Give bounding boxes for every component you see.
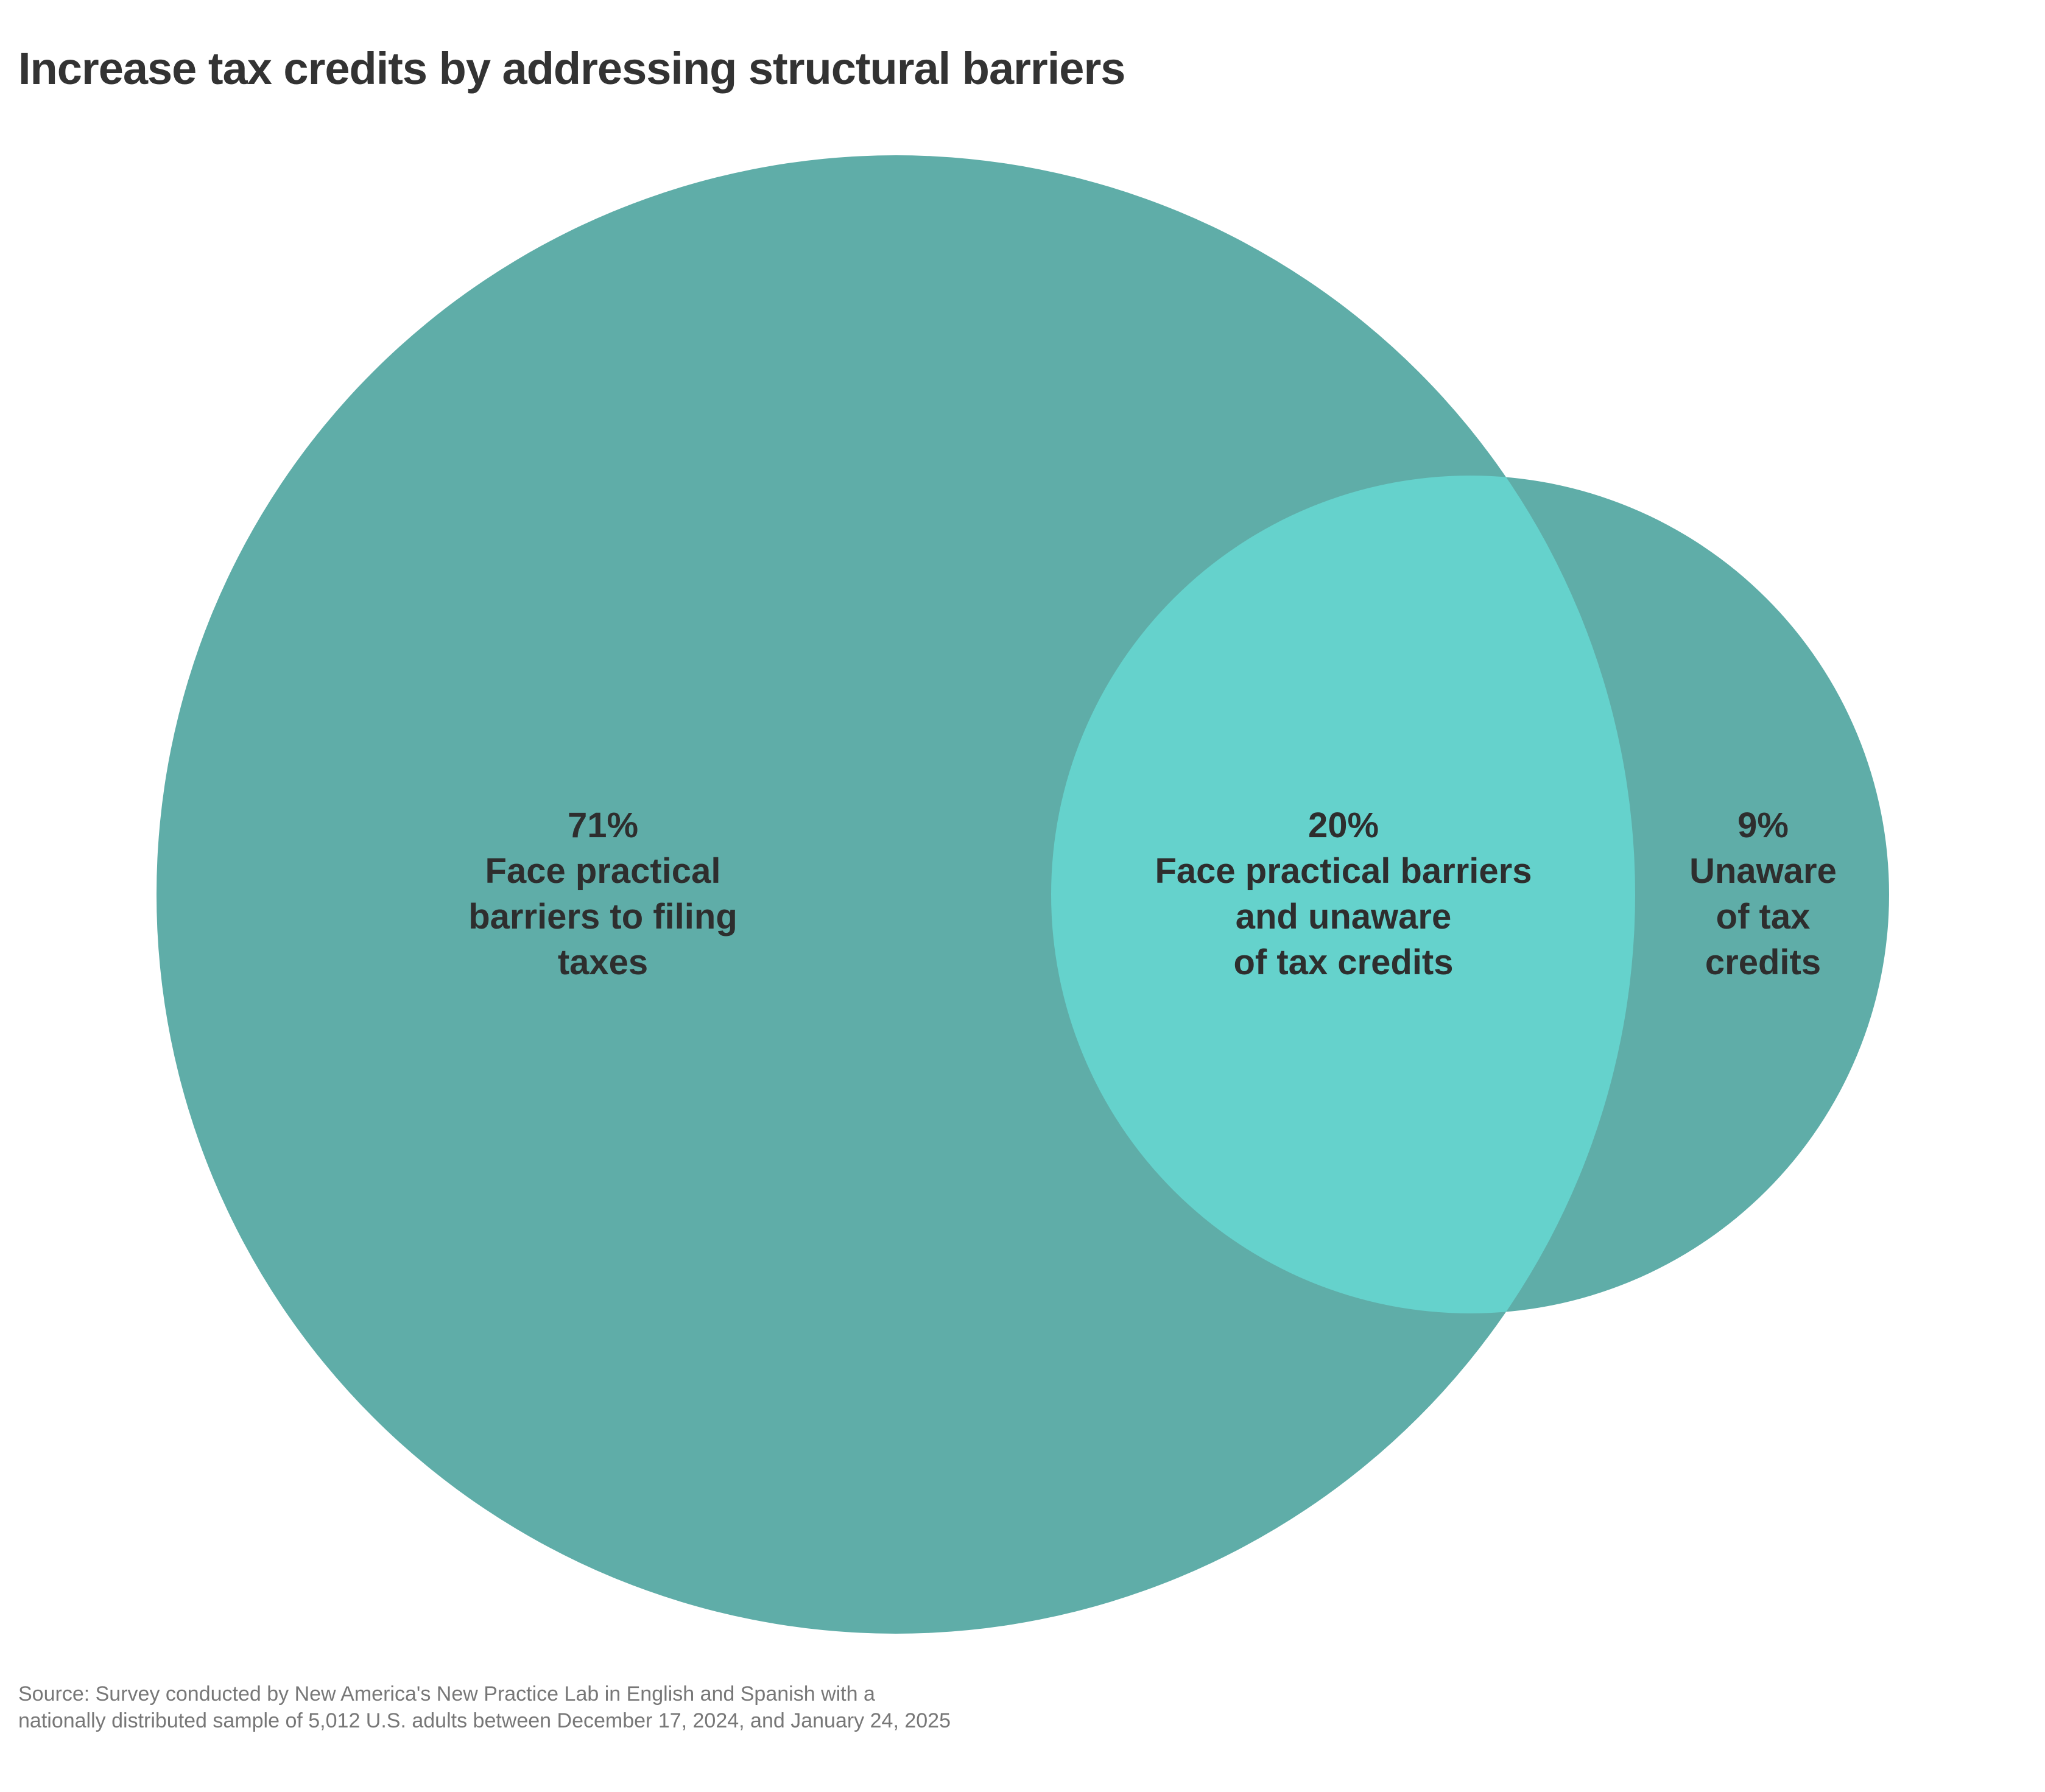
left-line3: taxes [557, 943, 649, 982]
overlap-line2: and unaware [1235, 897, 1452, 936]
source-line-2: nationally distributed sample of 5,012 U… [18, 1709, 951, 1732]
overlap-line1: Face practical barriers [1155, 851, 1532, 891]
right-line1: Unaware [1689, 851, 1837, 891]
label-right-region: 9% Unaware of tax credits [1689, 803, 1837, 985]
source-line-1: Source: Survey conducted by New America'… [18, 1682, 875, 1706]
left-line2: barriers to filing [468, 897, 737, 936]
source-note: Source: Survey conducted by New America'… [18, 1681, 951, 1734]
overlap-percent: 20% [1308, 806, 1379, 845]
left-percent: 71% [567, 806, 639, 845]
chart-title: Increase tax credits by addressing struc… [18, 43, 1125, 94]
label-overlap-region: 20% Face practical barriers and unaware … [1155, 803, 1532, 985]
label-left-region: 71% Face practical barriers to filing ta… [468, 803, 737, 985]
overlap-region [1051, 476, 1635, 1313]
right-line3: credits [1705, 943, 1821, 982]
left-line1: Face practical [485, 851, 721, 891]
right-line2: of tax [1716, 897, 1811, 936]
right-percent: 9% [1737, 806, 1789, 845]
circle-practical-barriers [157, 155, 1635, 1634]
overlap-line3: of tax credits [1233, 943, 1454, 982]
